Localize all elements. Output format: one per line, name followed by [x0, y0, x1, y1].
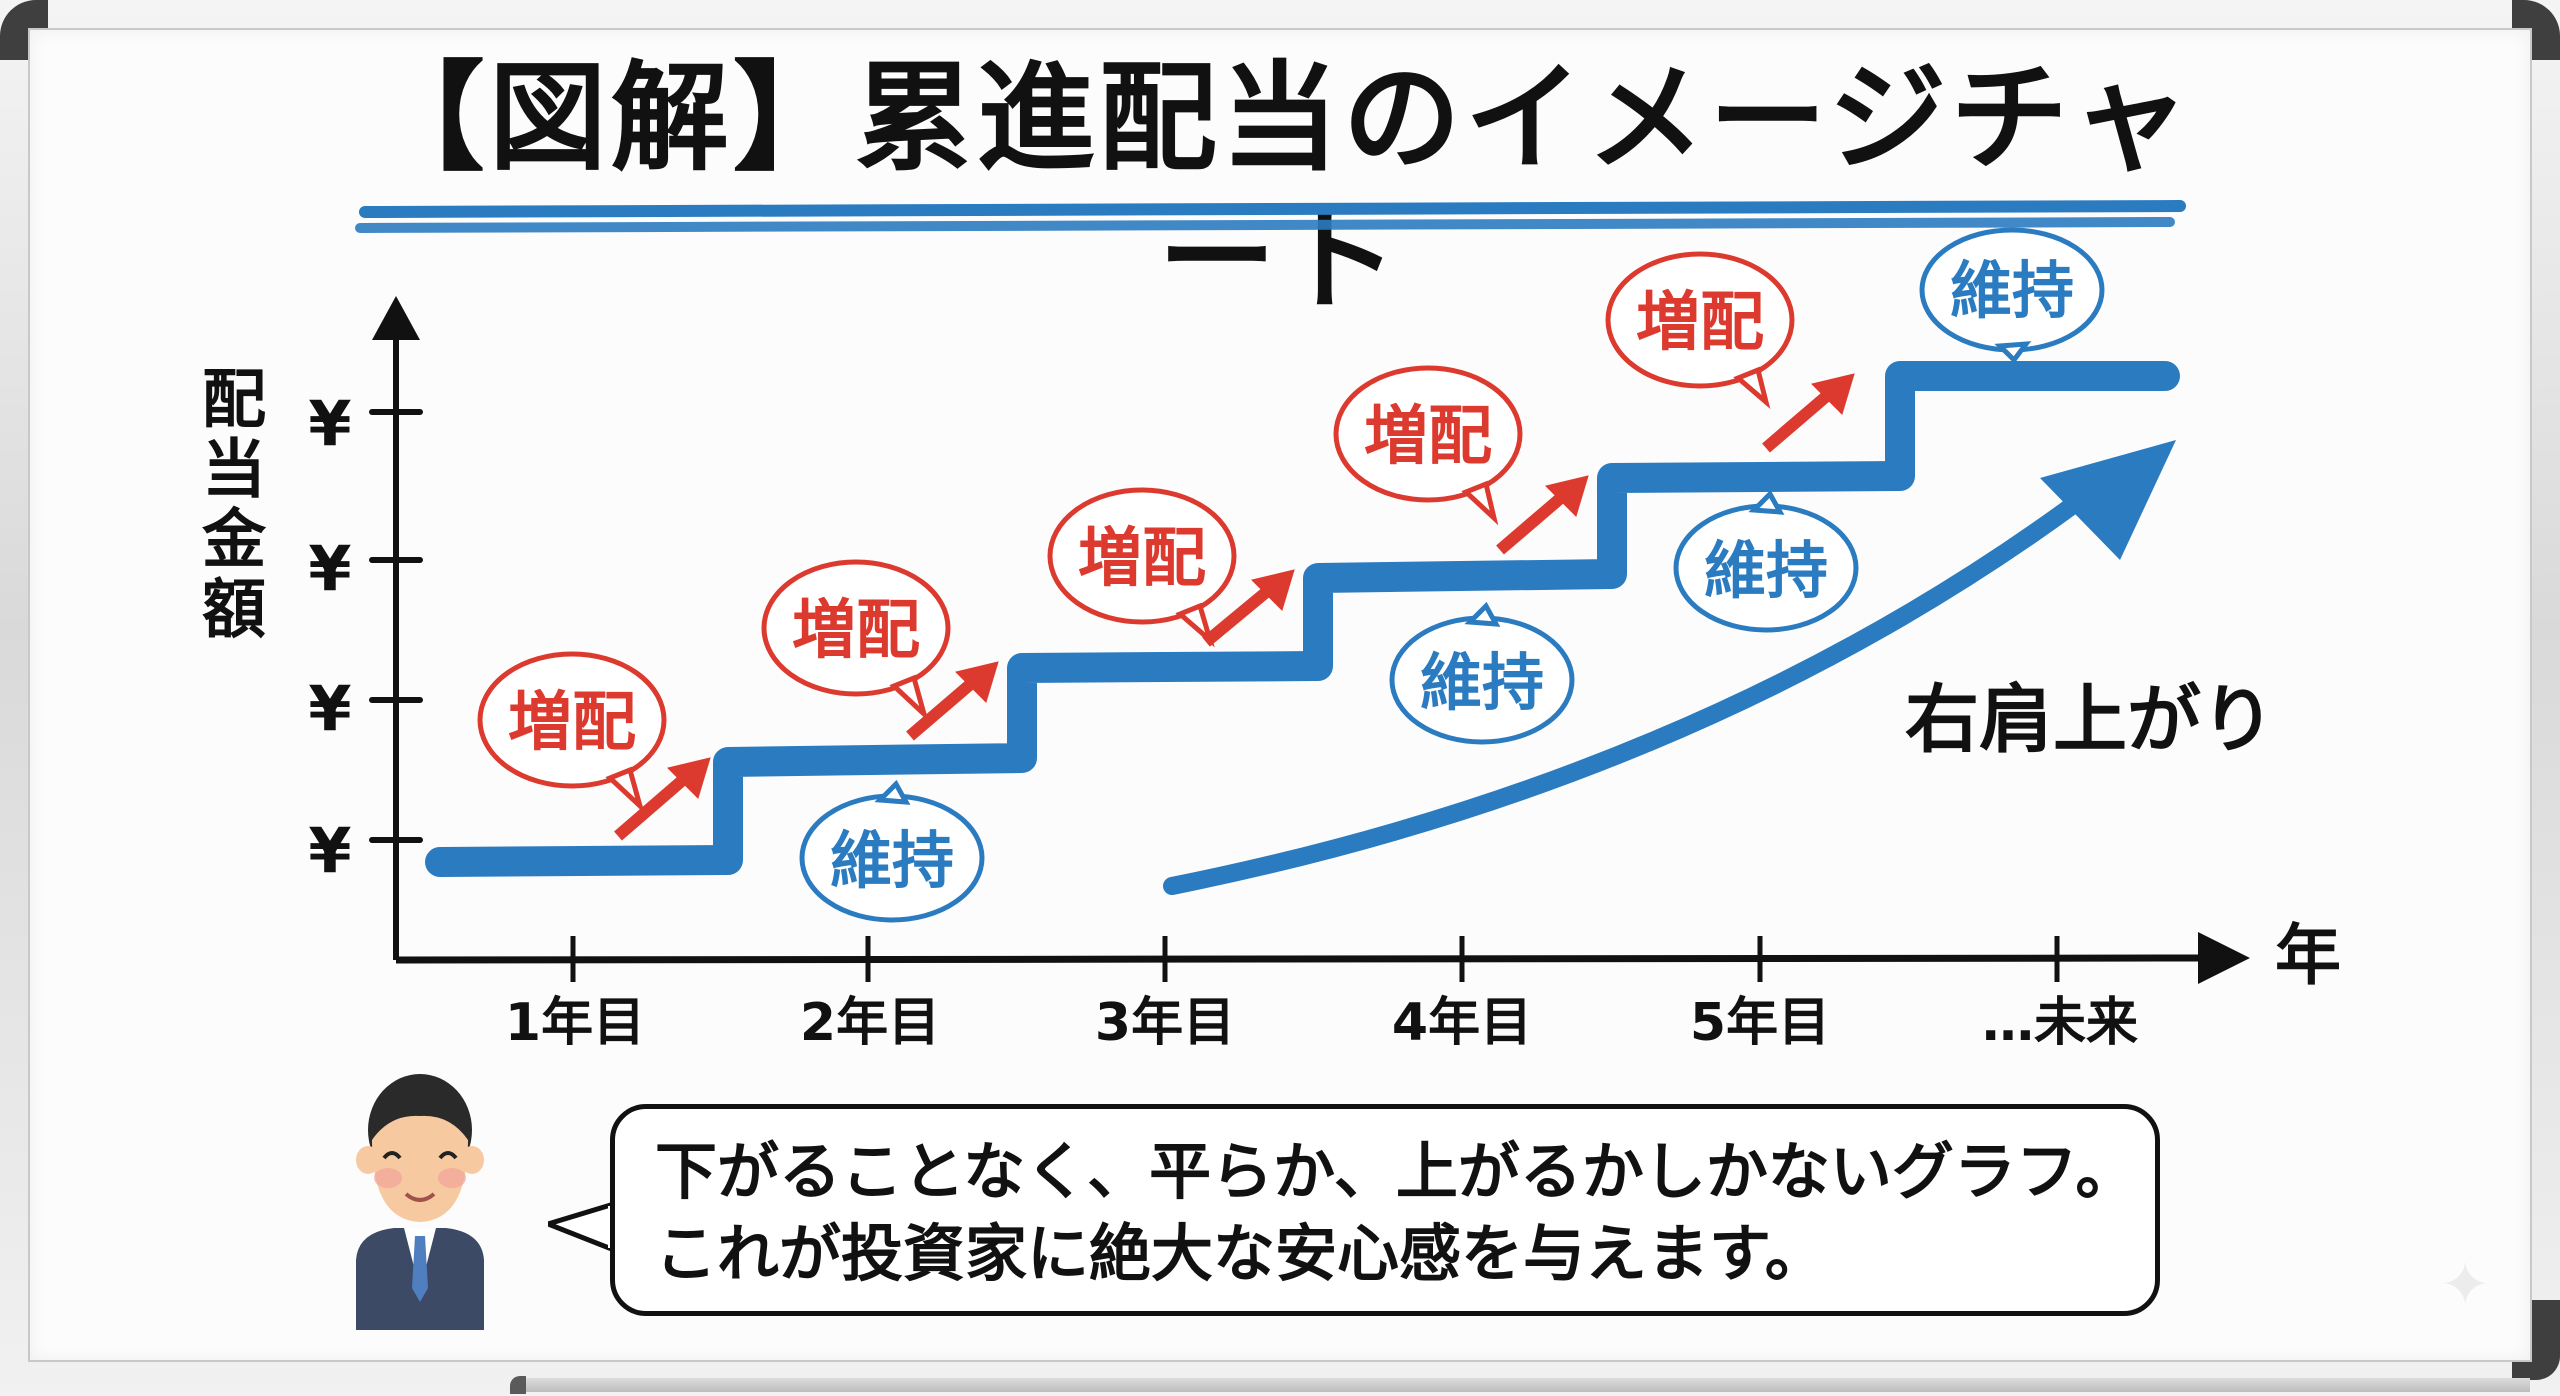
y-tick-label: ¥ [308, 672, 351, 745]
marker-tray [510, 1376, 2530, 1394]
y-axis-arrow-icon [372, 296, 420, 340]
svg-text:増配: 増配 [792, 594, 920, 668]
increase-bubble: 増配 [761, 559, 951, 722]
x-tick-label: 1年目 [505, 993, 645, 1053]
trend-label: 右肩上がり [1905, 677, 2275, 763]
sparkle-icon: ✦ [2440, 1250, 2491, 1320]
dividend-step-line [425, 361, 2180, 877]
x-tick-label: 5年目 [1690, 993, 1830, 1053]
svg-text:増配: 増配 [508, 686, 636, 760]
speech-bubble-tail [540, 1200, 620, 1264]
speech-bubble: 下がることなく、平らか、上がるかしかないグラフ。 これが投資家に絶大な安心感を与… [610, 1104, 2160, 1316]
x-tick-label: 3年目 [1095, 993, 1235, 1053]
y-tick-label: ¥ [308, 387, 351, 460]
x-tick-label: …未来 [1982, 993, 2138, 1053]
increase-arrow-icon [614, 757, 711, 841]
increase-arrow-icon [1762, 373, 1855, 453]
svg-text:増配: 増配 [1364, 400, 1492, 474]
increase-arrows [614, 373, 1855, 841]
increase-bubble: 増配 [477, 651, 667, 814]
maintain-bubble: 維持 [799, 779, 985, 923]
x-axis-label: 年 [2275, 917, 2341, 994]
speech-line-2: これが投資家に絶大な安心感を与えます。 [655, 1217, 1827, 1290]
svg-text:維持: 維持 [1704, 534, 1828, 607]
x-tick-label: 2年目 [800, 993, 940, 1053]
increase-bubble: 増配 [1047, 487, 1237, 648]
y-tick-label: ¥ [308, 814, 351, 887]
increase-arrow-icon [906, 661, 999, 741]
maintain-bubble: 維持 [1673, 489, 1859, 633]
speech-text: 下がることなく、平らか、上がるかしかないグラフ。 これが投資家に絶大な安心感を与… [655, 1131, 2138, 1295]
y-axis [369, 296, 423, 960]
title-underline [355, 200, 2186, 233]
x-axis-arrow-icon [2198, 932, 2250, 984]
increase-bubble: 増配 [1605, 251, 1795, 410]
svg-text:維持: 維持 [1950, 254, 2074, 327]
x-tick-label: 4年目 [1392, 993, 1532, 1053]
maintain-bubble: 維持 [1919, 227, 2105, 364]
x-axis [395, 932, 2250, 984]
y-axis-label: 配当金額 [191, 365, 267, 645]
marker-tray-cap [510, 1376, 526, 1394]
svg-text:増配: 増配 [1078, 522, 1206, 596]
increase-arrow-icon [1202, 569, 1295, 647]
y-tick-label: ¥ [308, 532, 351, 605]
svg-text:増配: 増配 [1636, 286, 1764, 360]
svg-text:維持: 維持 [830, 824, 954, 897]
trend-arrow-icon [1163, 440, 2176, 895]
increase-bubble: 増配 [1333, 365, 1523, 526]
svg-text:維持: 維持 [1420, 646, 1544, 719]
maintain-bubble: 維持 [1389, 601, 1575, 745]
increase-arrow-icon [1496, 475, 1589, 555]
speech-line-1: 下がることなく、平らか、上がるかしかないグラフ。 [655, 1135, 2138, 1208]
businessman-avatar [356, 1074, 484, 1330]
